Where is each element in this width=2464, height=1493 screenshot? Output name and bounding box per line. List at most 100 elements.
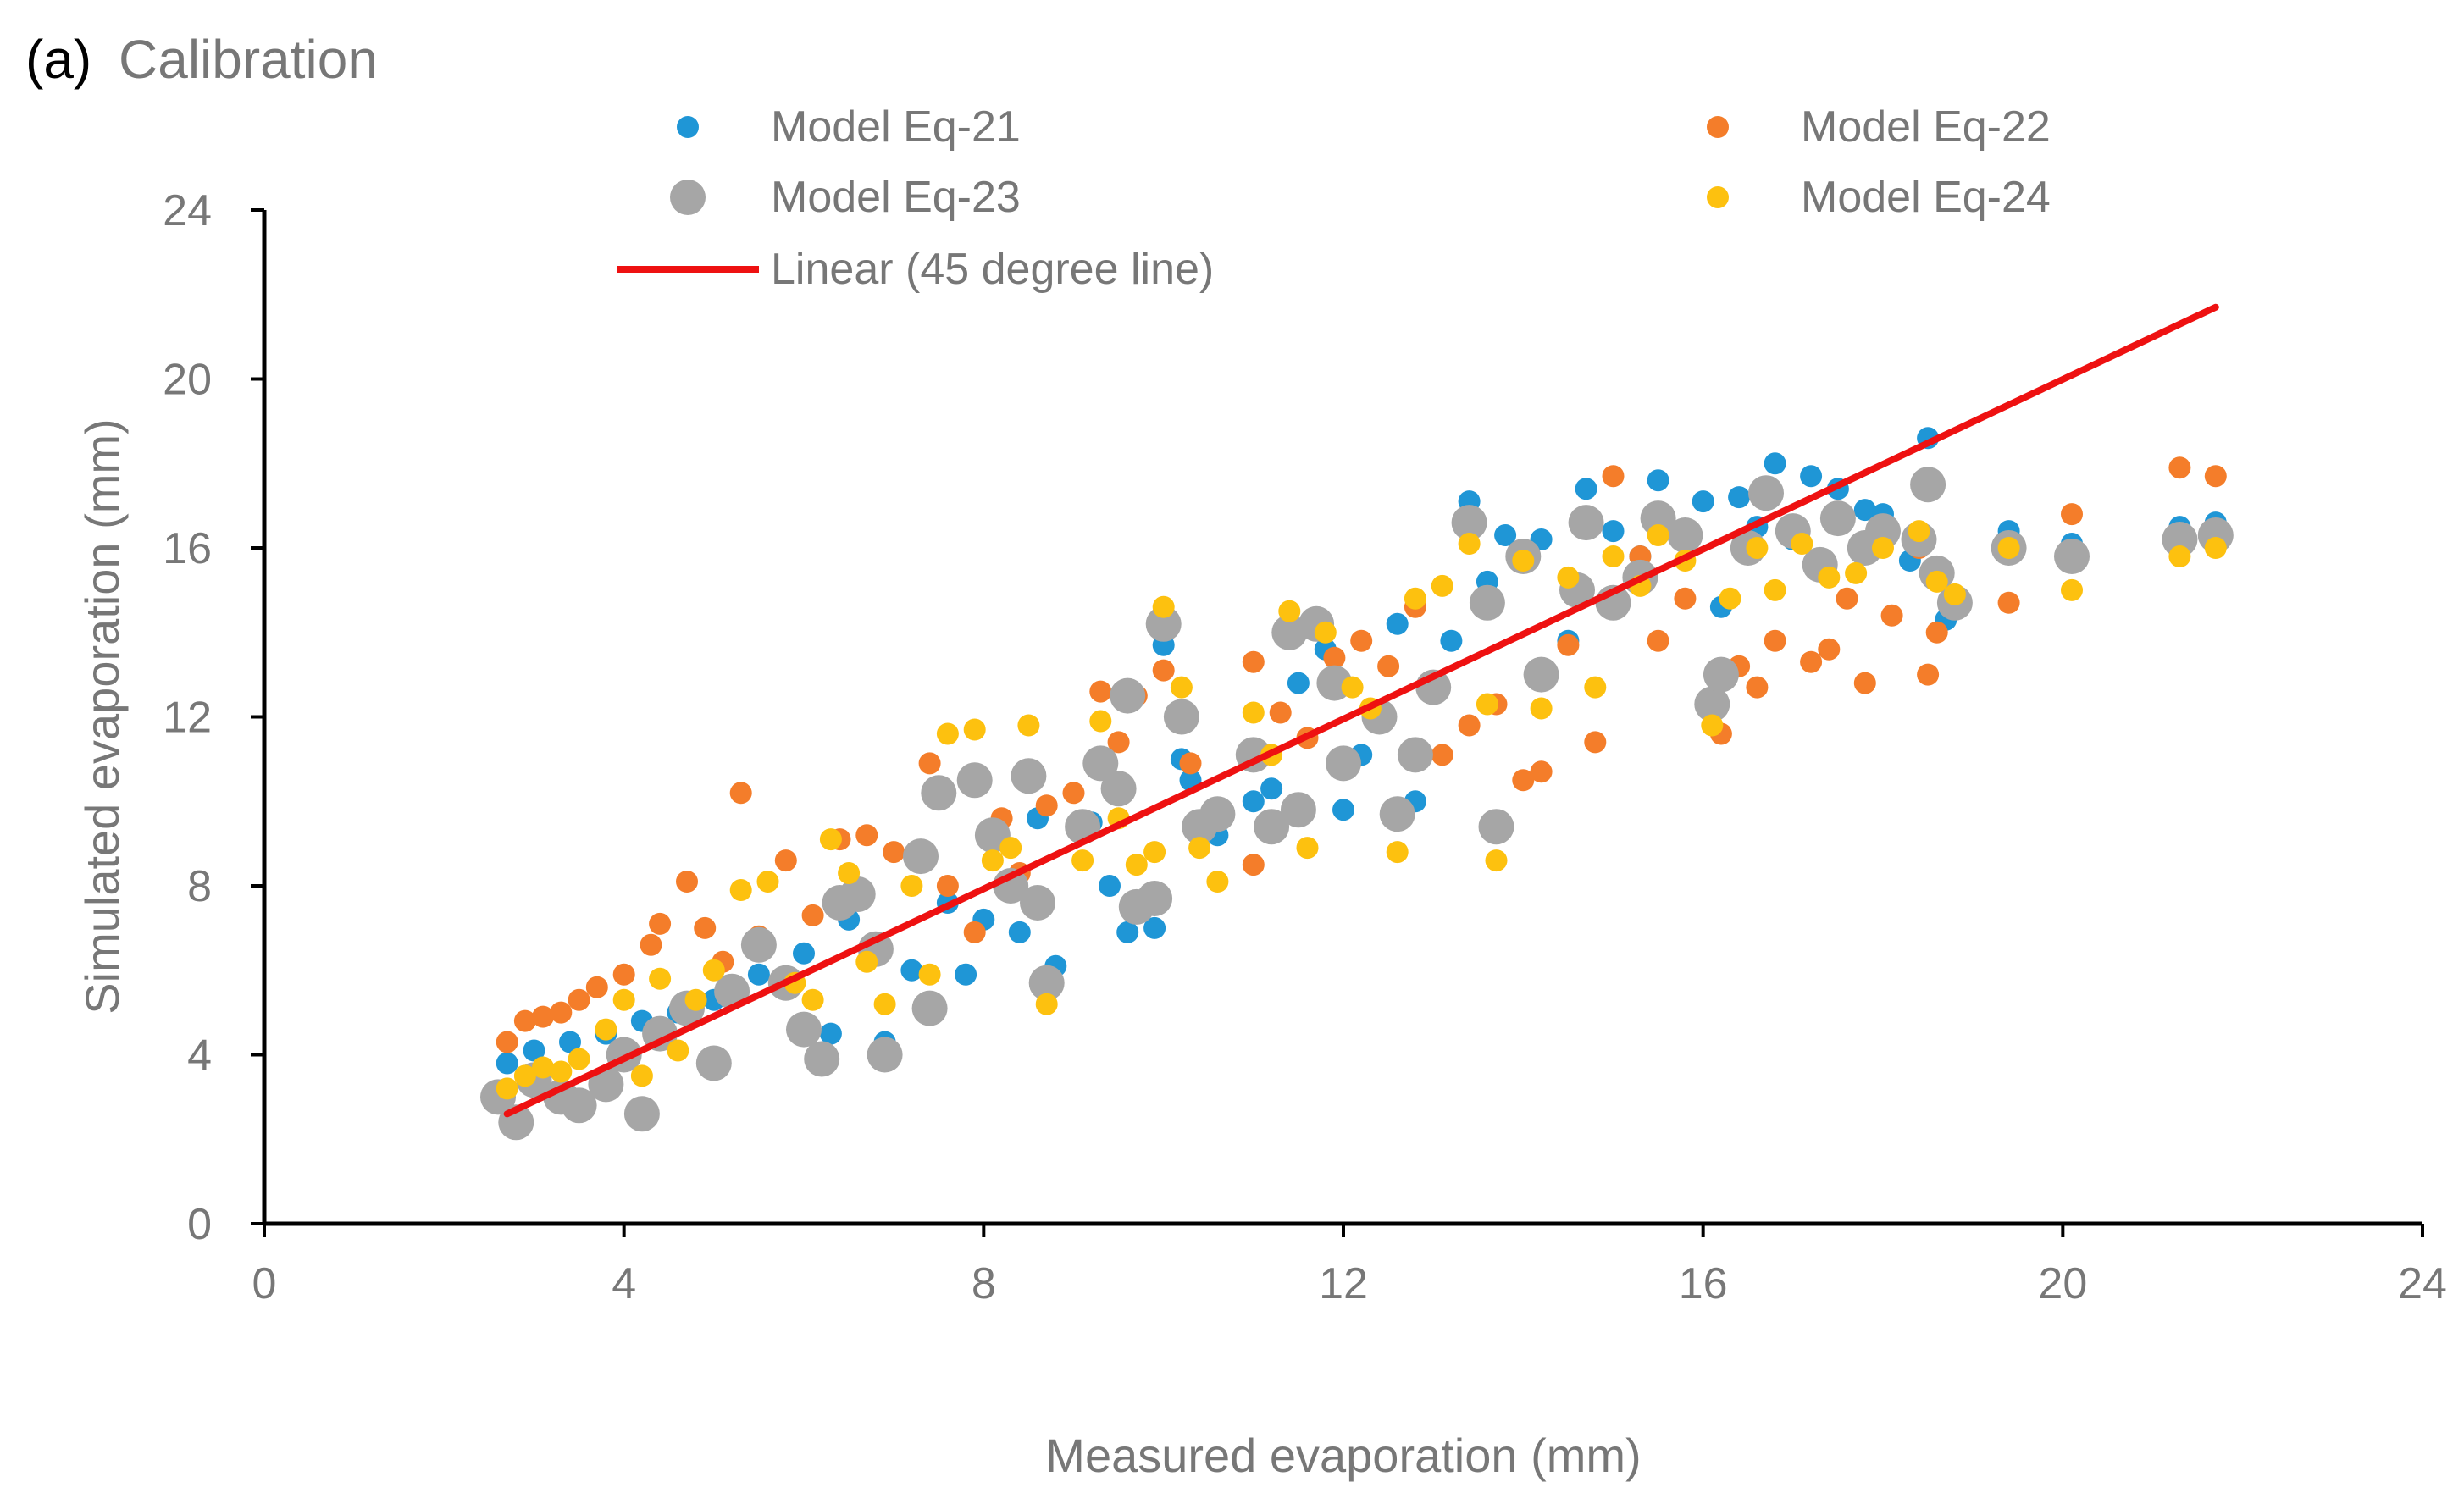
x-ticks: 0 4 8 12 16 20 24 [252,1224,2447,1308]
point-model-eq-23 [911,990,948,1026]
point-model-eq-24 [1943,583,1966,605]
point-model-eq-22 [550,1001,573,1024]
point-model-eq-23 [1523,656,1559,693]
point-model-eq-23 [1640,500,1676,537]
point-model-eq-22 [513,1009,536,1032]
point-model-eq-23 [1568,505,1604,541]
x-tick-label: 4 [612,1259,636,1308]
point-model-eq-24 [2204,537,2227,559]
point-model-eq-24 [1404,587,1426,610]
point-model-eq-24 [1242,701,1265,724]
point-model-eq-23 [956,762,993,799]
point-model-eq-23 [1326,745,1361,782]
point-model-eq-22 [1764,629,1786,652]
x-axis-title: Measured evaporation (mm) [1045,1429,1641,1482]
point-model-eq-23 [623,1096,660,1132]
point-model-eq-23 [867,1037,903,1073]
point-model-eq-24 [1701,714,1724,737]
point-model-eq-21 [1764,452,1786,475]
point-model-eq-23 [1910,467,1946,503]
point-model-eq-24 [1206,871,1229,893]
point-model-eq-23 [695,1045,732,1081]
point-model-eq-23 [1819,500,1856,537]
point-model-eq-22 [1152,659,1175,682]
point-model-eq-24 [1188,837,1211,860]
point-model-eq-24 [1035,993,1058,1015]
x-tick-label: 16 [1679,1259,1728,1308]
point-model-eq-24 [496,1077,518,1100]
point-model-eq-22 [1035,794,1058,817]
point-model-eq-23 [1397,737,1433,773]
point-model-eq-22 [1269,701,1292,724]
point-model-eq-23 [1694,686,1730,722]
point-model-eq-24 [532,1056,555,1079]
y-tick-label: 20 [163,356,212,405]
point-model-eq-21 [1440,629,1463,652]
legend-marker-eq23 [670,180,706,215]
point-model-eq-24 [649,967,672,990]
point-model-eq-23 [2162,522,2198,557]
point-model-eq-21 [1116,921,1139,943]
point-model-eq-21 [1647,469,1669,492]
point-model-eq-22 [649,912,672,935]
point-model-eq-24 [595,1018,617,1041]
point-model-eq-24 [1584,676,1607,699]
y-tick-label: 8 [187,862,212,911]
point-model-eq-22 [1377,655,1400,677]
point-model-eq-24 [1341,676,1364,699]
point-model-eq-22 [676,871,698,893]
point-model-eq-23 [2054,539,2090,574]
point-model-eq-24 [918,963,941,986]
point-model-eq-22 [532,1005,555,1028]
point-model-eq-24 [1557,566,1580,589]
point-model-eq-23 [1145,605,1182,642]
point-model-eq-22 [1458,714,1481,737]
point-model-eq-22 [1242,854,1265,876]
point-model-eq-22 [1530,760,1553,783]
point-model-eq-23 [588,1066,624,1103]
point-model-eq-22 [1242,650,1265,673]
panel-label: (a) [25,29,91,90]
point-model-eq-21 [559,1031,581,1053]
point-model-eq-24 [1997,537,2020,559]
reference-line [503,303,2219,1118]
panel-title: Calibration [119,29,378,90]
point-model-eq-22 [568,988,590,1011]
point-model-eq-24 [1152,595,1175,618]
point-model-eq-22 [1746,676,1769,699]
point-model-eq-21 [1728,486,1751,509]
point-model-eq-22 [774,849,797,872]
point-model-eq-21 [1008,921,1031,943]
point-model-eq-23 [1199,796,1236,832]
point-model-eq-22 [855,824,878,847]
point-model-eq-24 [873,993,896,1015]
point-model-eq-24 [550,1060,573,1083]
point-model-eq-21 [1575,478,1597,500]
point-model-eq-23 [1271,614,1308,650]
point-model-eq-23 [1703,656,1739,693]
point-model-eq-23 [1020,885,1055,921]
point-model-eq-24 [1925,570,1948,593]
point-model-eq-23 [1280,792,1316,828]
point-model-eq-23 [1028,965,1065,1001]
legend-label-line: Linear (45 degree line) [771,245,1214,294]
x-tick-label: 24 [2398,1259,2447,1308]
point-model-eq-21 [1287,672,1310,694]
point-model-eq-24 [1386,841,1409,864]
y-tick-label: 0 [187,1200,212,1249]
point-model-eq-22 [1997,591,2020,614]
point-model-eq-22 [729,782,752,805]
point-model-eq-22 [1431,744,1453,766]
y-tick-label: 16 [163,524,212,573]
reference-line-group [503,303,2219,1118]
point-model-eq-21 [523,1039,545,1062]
point-model-eq-24 [855,950,878,973]
point-model-eq-22 [1107,731,1130,754]
point-model-eq-24 [1845,561,1868,584]
point-model-eq-23 [786,1011,822,1048]
point-model-eq-23 [1478,809,1514,845]
point-model-eq-23 [1254,809,1290,845]
point-model-eq-22 [1179,752,1202,775]
point-model-eq-22 [1917,663,1940,686]
